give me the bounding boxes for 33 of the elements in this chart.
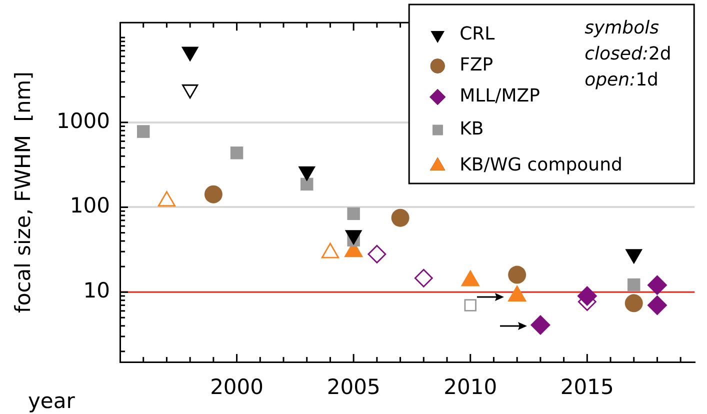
point bbox=[464, 299, 476, 312]
legend-label: FZP bbox=[460, 54, 494, 76]
legend-label: CRL bbox=[460, 24, 495, 45]
y-tick-label: 1000 bbox=[56, 108, 110, 133]
legend-label: KB/WG compound bbox=[460, 154, 622, 176]
point bbox=[204, 185, 222, 204]
point bbox=[347, 207, 360, 220]
point bbox=[647, 275, 668, 296]
y-tick-label: 100 bbox=[70, 194, 110, 218]
point bbox=[391, 208, 410, 227]
point bbox=[628, 278, 640, 292]
x-tick-label: 2010 bbox=[444, 375, 498, 400]
annotation: closed:2d bbox=[584, 44, 672, 65]
x-tick-label: 2015 bbox=[560, 375, 614, 400]
point bbox=[230, 146, 244, 160]
point bbox=[414, 268, 433, 288]
point bbox=[577, 286, 598, 306]
y-tick-label: 10 bbox=[83, 278, 110, 303]
point bbox=[368, 244, 386, 264]
y-axis-title: focal size, FWHM [nm] bbox=[11, 72, 36, 314]
point bbox=[647, 295, 668, 316]
point bbox=[624, 294, 643, 312]
annotation: symbols bbox=[584, 18, 659, 39]
legend-label: KB bbox=[460, 118, 484, 140]
x-tick-label: 2005 bbox=[326, 375, 380, 400]
x-axis-title: year bbox=[28, 389, 76, 413]
point bbox=[530, 314, 550, 335]
point bbox=[300, 178, 314, 191]
point bbox=[508, 266, 526, 284]
x-tick-label: 2000 bbox=[210, 375, 264, 400]
legend-label: MLL/MZP bbox=[460, 86, 540, 107]
point bbox=[136, 125, 150, 138]
annotation: open:1d bbox=[584, 70, 658, 91]
